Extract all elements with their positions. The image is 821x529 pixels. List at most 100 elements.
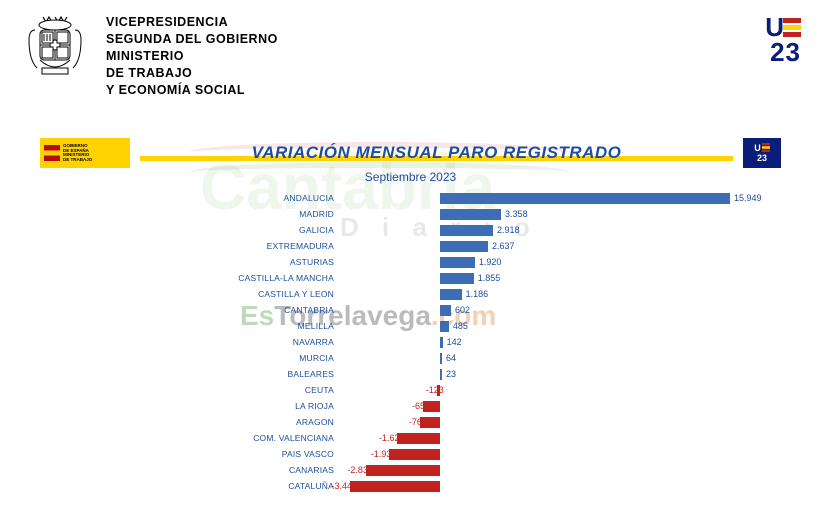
bar-value: -768	[409, 417, 427, 428]
chart-row: CANTABRIA 602	[40, 302, 781, 318]
chart-row: PAIS VASCO-1.933	[40, 446, 781, 462]
bar-value: -650	[412, 401, 430, 412]
region-label: CEUTA	[40, 385, 340, 395]
chart-row: MURCIA 64	[40, 350, 781, 366]
region-label: MADRID	[40, 209, 340, 219]
region-label: ARAGON	[40, 417, 340, 427]
chart-title: VARIACIÓN MENSUAL PARO REGISTRADO	[140, 143, 733, 163]
bar-zone: 64	[340, 350, 781, 366]
chart-row: MELILLA 485	[40, 318, 781, 334]
bar-zone: 15.949	[340, 190, 781, 206]
bar-value: -1.626	[379, 433, 405, 444]
ue23-u: U	[765, 16, 783, 39]
bar	[440, 225, 493, 236]
bar-value: 2.637	[492, 241, 515, 252]
bar-zone: 2.918	[340, 222, 781, 238]
chart-row: MADRID 3.358	[40, 206, 781, 222]
chart-row: ASTURIAS 1.920	[40, 254, 781, 270]
bar-value: -3.440	[331, 481, 357, 492]
bar-zone: -1.933	[340, 446, 781, 462]
region-label: NAVARRA	[40, 337, 340, 347]
bar-zone: 1.920	[340, 254, 781, 270]
region-label: EXTREMADURA	[40, 241, 340, 251]
header-line-4: DE TRABAJO	[106, 65, 278, 82]
bar-value: 3.358	[505, 209, 528, 220]
bar	[389, 449, 440, 460]
page-header: VICEPRESIDENCIA SEGUNDA DEL GOBIERNO MIN…	[0, 0, 821, 108]
bar-zone: 485	[340, 318, 781, 334]
mini-ministry-badge: GOBIERNO DE ESPAÑA MINISTERIO DE TRABAJO	[40, 138, 130, 168]
ministry-text: VICEPRESIDENCIA SEGUNDA DEL GOBIERNO MIN…	[106, 12, 278, 98]
bar	[440, 321, 449, 332]
bar-zone: 2.637	[340, 238, 781, 254]
chart-row: CATALUÑA-3.440	[40, 478, 781, 494]
region-label: MURCIA	[40, 353, 340, 363]
bar-zone: 23	[340, 366, 781, 382]
chart-row: CEUTA-123	[40, 382, 781, 398]
bar-value: 2.918	[497, 225, 520, 236]
chart-container: GOBIERNO DE ESPAÑA MINISTERIO DE TRABAJO…	[40, 138, 781, 494]
region-label: CANARIAS	[40, 465, 340, 475]
bar	[440, 369, 442, 380]
header-line-3: MINISTERIO	[106, 48, 278, 65]
region-label: CATALUÑA	[40, 481, 340, 491]
bar-value: 485	[453, 321, 468, 332]
bar	[366, 465, 440, 476]
bar-zone: 142	[340, 334, 781, 350]
spain-flag-mini-icon	[44, 145, 60, 161]
bar-zone: -768	[340, 414, 781, 430]
bar	[440, 353, 442, 364]
header-line-1: VICEPRESIDENCIA	[106, 14, 278, 31]
region-label: CANTABRIA	[40, 305, 340, 315]
chart-row: ARAGON -768	[40, 414, 781, 430]
region-label: COM. VALENCIANA	[40, 433, 340, 443]
region-label: CASTILLA-LA MANCHA	[40, 273, 340, 283]
ue23-mini-logo: U 23	[743, 138, 781, 168]
bar-zone: -123	[340, 382, 781, 398]
chart-row: ANDALUCIA 15.949	[40, 190, 781, 206]
mini-ministry-text: GOBIERNO DE ESPAÑA MINISTERIO DE TRABAJO	[63, 144, 92, 162]
bar-value: 1.855	[478, 273, 501, 284]
region-label: ASTURIAS	[40, 257, 340, 267]
bar	[440, 273, 474, 284]
region-label: CASTILLA Y LEON	[40, 289, 340, 299]
region-label: LA RIOJA	[40, 401, 340, 411]
chart-title-text: VARIACIÓN MENSUAL PARO REGISTRADO	[252, 143, 622, 162]
bar	[350, 481, 440, 492]
region-label: MELILLA	[40, 321, 340, 331]
bar-zone: -650	[340, 398, 781, 414]
bar-value: 602	[455, 305, 470, 316]
chart-row: CANARIAS-2.831	[40, 462, 781, 478]
chart-row: EXTREMADURA 2.637	[40, 238, 781, 254]
bar-value: 1.920	[479, 257, 502, 268]
chart-row: CASTILLA-LA MANCHA 1.855	[40, 270, 781, 286]
chart-row: LA RIOJA -650	[40, 398, 781, 414]
bar-value: 1.186	[466, 289, 489, 300]
chart-row: GALICIA 2.918	[40, 222, 781, 238]
bar	[440, 305, 451, 316]
bar	[440, 193, 730, 204]
region-label: GALICIA	[40, 225, 340, 235]
region-label: ANDALUCIA	[40, 193, 340, 203]
chart-subtitle: Septiembre 2023	[40, 170, 781, 184]
bar	[440, 241, 488, 252]
bar-zone: -2.831	[340, 462, 781, 478]
bar-value: 15.949	[734, 193, 762, 204]
chart-row: COM. VALENCIANA -1.626	[40, 430, 781, 446]
region-label: BALEARES	[40, 369, 340, 379]
header-left: VICEPRESIDENCIA SEGUNDA DEL GOBIERNO MIN…	[20, 12, 278, 98]
bar-zone: 1.186	[340, 286, 781, 302]
chart-title-bar: GOBIERNO DE ESPAÑA MINISTERIO DE TRABAJO…	[40, 138, 781, 168]
bar	[440, 257, 475, 268]
chart-row: NAVARRA 142	[40, 334, 781, 350]
spain-coat-of-arms-icon	[20, 12, 90, 82]
bar	[440, 337, 443, 348]
bar-value: 23	[446, 369, 456, 380]
bar-zone: 3.358	[340, 206, 781, 222]
bar	[440, 289, 462, 300]
bar-value: 64	[446, 353, 456, 364]
ue23-logo: U 23	[765, 12, 801, 66]
region-label: PAIS VASCO	[40, 449, 340, 459]
bar-zone: -3.440	[340, 478, 781, 494]
bar-value: 142	[447, 337, 462, 348]
